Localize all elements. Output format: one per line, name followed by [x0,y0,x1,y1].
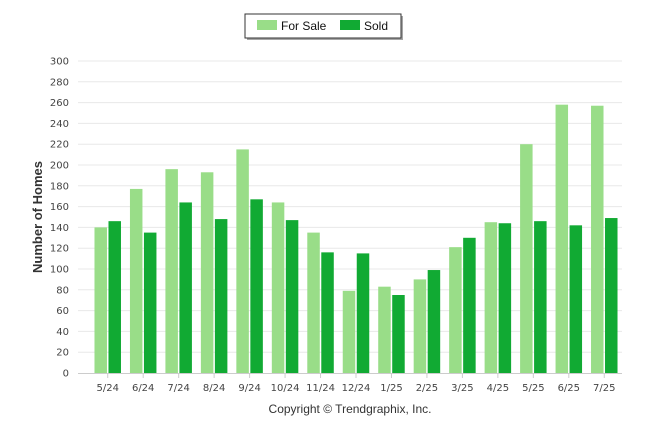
legend: For Sale Sold [244,13,403,40]
x-tick-label: 9/24 [238,383,260,394]
bars [94,104,618,374]
for-sale-bar-9-24 [236,149,249,373]
y-axis-ticks: 0 20 40 60 80 100 120 140 160 180 200 220 240 260 280 3… [50,57,69,380]
y-tick-label: 40 [56,327,69,338]
y-tick-label: 220 [50,140,69,151]
legend-swatch-sold [340,20,360,30]
y-tick-label: 200 [50,161,69,172]
legend-label-sold: Sold [364,19,388,33]
x-tick-label: 7/25 [593,383,615,394]
legend-label-for-sale: For Sale [281,19,327,33]
sold-bar-2-25 [427,270,441,373]
for-sale-bar-8-24 [200,172,214,373]
y-tick-label: 120 [50,244,69,255]
for-sale-bar-12-24 [342,290,356,373]
y-tick-label: 100 [50,265,69,276]
sold-bar-11-24 [321,252,334,373]
y-tick-label: 160 [50,202,69,213]
x-tick-label: 11/24 [306,383,335,394]
y-tick-label: 280 [50,77,69,88]
y-tick-label: 60 [56,306,69,317]
y-tick-label: 80 [56,285,69,296]
sold-bar-7-24 [179,202,192,373]
y-tick-label: 0 [63,369,69,380]
x-tick-label: 7/24 [167,383,189,394]
copyright-text: Copyright © Trendgraphix, Inc. [269,402,432,416]
sold-bar-3-25 [463,237,476,373]
for-sale-bar-3-25 [449,247,462,373]
for-sale-bar-1-25 [378,286,391,373]
y-tick-label: 180 [50,181,69,192]
for-sale-bar-5-24 [94,227,107,373]
x-tick-label: 8/24 [203,383,225,394]
for-sale-bar-6-24 [129,188,143,373]
x-tick-label: 4/25 [487,383,509,394]
y-axis-label: Number of Homes [30,161,45,273]
x-tick-label: 5/25 [522,383,544,394]
for-sale-bar-7-25 [591,105,604,373]
y-tick-label: 300 [50,57,69,68]
sold-bar-6-25 [569,225,583,373]
y-tick-label: 240 [50,119,69,130]
for-sale-bar-10-24 [271,202,285,373]
sold-bar-9-24 [250,199,263,373]
x-tick-label: 6/24 [132,383,154,394]
x-tick-label: 1/25 [380,383,402,394]
for-sale-bar-4-25 [484,222,498,373]
legend-swatch-for-sale [257,20,277,30]
sold-bar-4-25 [498,223,512,373]
sold-bar-10-24 [285,220,299,373]
sold-bar-12-24 [356,253,370,373]
y-tick-label: 260 [50,98,69,109]
x-tick-label: 6/25 [558,383,580,394]
sold-bar-5-25 [534,221,547,373]
for-sale-bar-2-25 [413,279,427,373]
for-sale-bar-7-24 [165,169,178,373]
x-axis-ticks: 5/24 6/24 7/24 8/24 9/24 10/24 11/24 12/24 1/25 2… [96,373,616,394]
sold-bar-7-25 [605,218,618,373]
for-sale-bar-11-24 [307,232,320,373]
y-tick-label: 20 [56,348,69,359]
x-tick-label: 12/24 [342,383,371,394]
y-tick-label: 140 [50,223,69,234]
sold-bar-5-24 [108,221,121,373]
for-sale-bar-6-25 [555,104,569,374]
for-sale-bar-5-25 [520,144,533,373]
x-tick-label: 2/25 [416,383,438,394]
sold-bar-6-24 [143,232,157,373]
sold-bar-8-24 [214,219,228,373]
x-tick-label: 3/25 [451,383,473,394]
x-tick-label: 5/24 [96,383,118,394]
x-tick-label: 10/24 [271,383,300,394]
sold-bar-1-25 [392,295,405,373]
